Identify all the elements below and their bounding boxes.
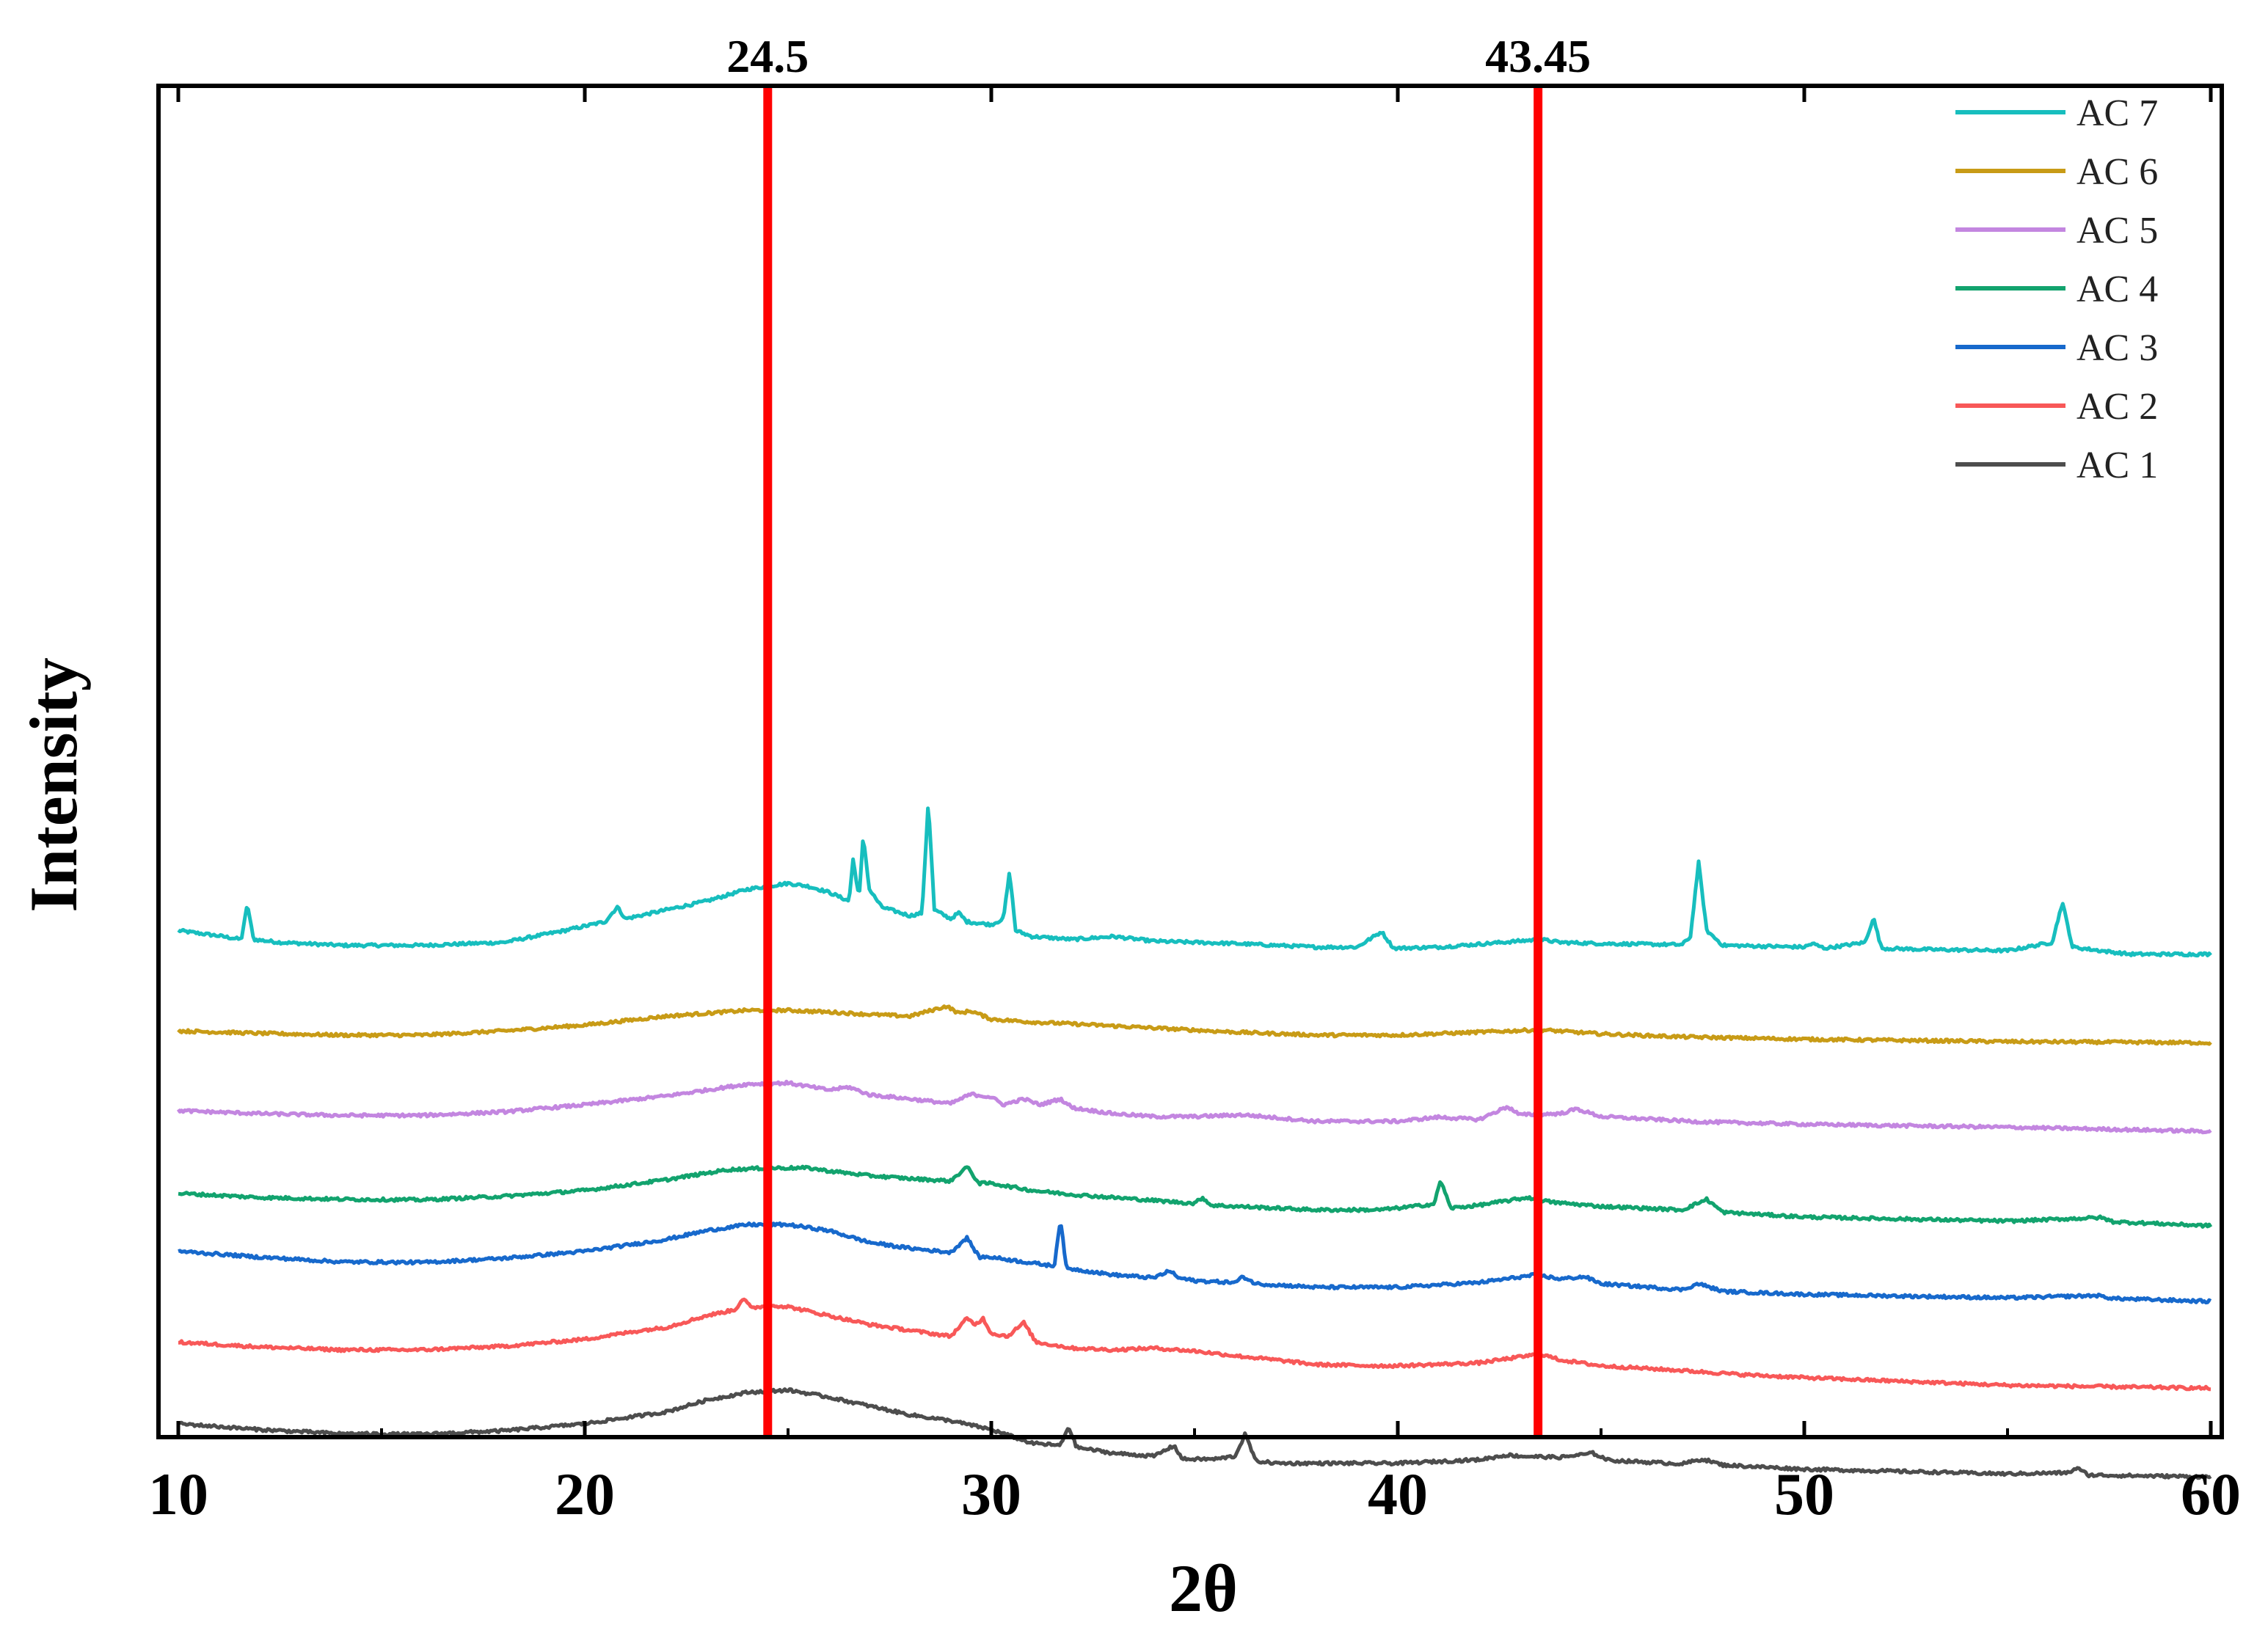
legend-label: AC 2 — [2076, 386, 2158, 428]
series-line-ac-2 — [178, 1297, 2212, 1392]
x-axis-title: 2θ — [1169, 1551, 1238, 1626]
x-tick-label: 30 — [961, 1461, 1021, 1527]
x-tick-label: 50 — [1774, 1461, 1834, 1527]
legend-label: AC 1 — [2076, 445, 2158, 486]
x-tick-label: 20 — [555, 1461, 615, 1527]
x-tick-label: 60 — [2181, 1461, 2241, 1527]
legend-label: AC 6 — [2076, 151, 2158, 193]
legend-label: AC 7 — [2076, 92, 2158, 134]
legend-label: AC 5 — [2076, 210, 2158, 252]
plot-frame — [156, 84, 2224, 1439]
reference-line-label: 24.5 — [726, 30, 809, 82]
legend: AC 7 AC 6 AC 5 AC 4 AC 3 AC 2 AC 1 — [1955, 92, 2158, 486]
series-line-ac-4 — [178, 1164, 2213, 1229]
x-tick-label: 10 — [148, 1461, 208, 1527]
series-line-ac-7 — [177, 806, 2212, 958]
series-layer — [176, 806, 2213, 1480]
series-line-ac-5 — [176, 1079, 2212, 1135]
reference-lines: 24.5 43.45 — [726, 30, 1591, 1437]
legend-label: AC 4 — [2076, 268, 2158, 310]
legend-label: AC 3 — [2076, 327, 2158, 369]
x-axis-ticks: 10 20 30 40 50 60 — [148, 86, 2241, 1527]
series-line-ac-6 — [177, 1004, 2212, 1046]
reference-line-label: 43.45 — [1485, 30, 1591, 82]
y-axis-title: Intensity — [16, 657, 91, 913]
x-tick-label: 40 — [1368, 1461, 1428, 1527]
series-line-ac-1 — [178, 1387, 2212, 1480]
series-line-ac-3 — [178, 1221, 2212, 1305]
